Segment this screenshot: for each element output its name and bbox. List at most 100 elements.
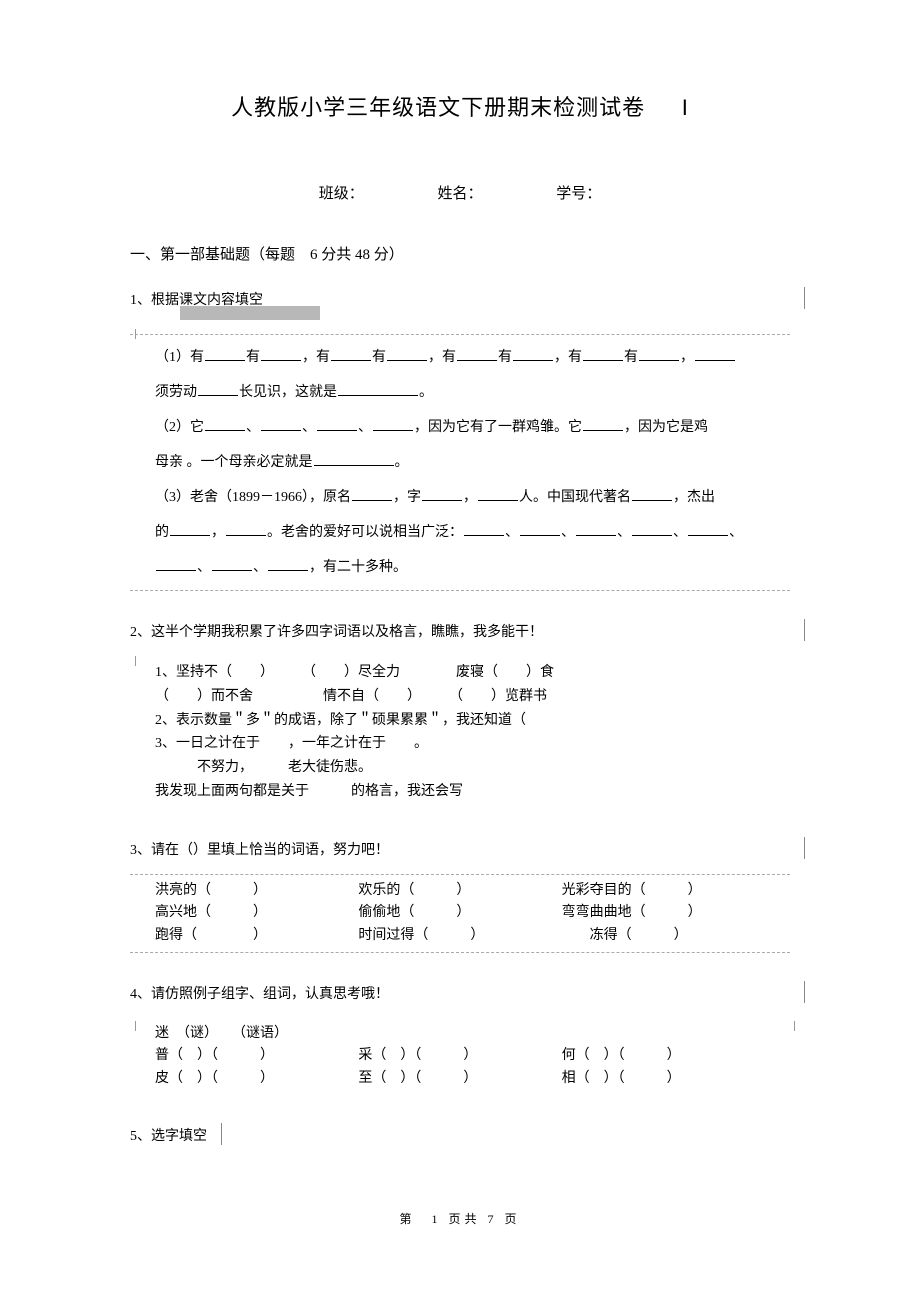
class-label: 班级： bbox=[319, 186, 364, 202]
q1-text: （2）它 bbox=[155, 420, 204, 435]
blank bbox=[688, 522, 728, 536]
q4-content: 迷 （谜） （谜语） 普（ ）（ ） 采（ ）（ ） 何（ ）（ ） 皮（ ）（… bbox=[130, 1018, 790, 1095]
document-title: 人教版小学三年级语文下册期末检测试卷 I bbox=[130, 90, 790, 122]
q2-line: 3、一日之计在于 ，一年之计在于 。 bbox=[155, 732, 765, 756]
q1-content: （1）有有，有有，有有，有有， 须劳动长见识，这就是。 （2）它、、、，因为它有… bbox=[130, 334, 790, 591]
q1-text: ， bbox=[463, 490, 477, 505]
blank bbox=[317, 417, 357, 431]
q2-line: 1、坚持不（ ） （ ）尽全力 废寝（ ）食 bbox=[155, 661, 765, 685]
blank bbox=[632, 487, 672, 501]
blank bbox=[352, 487, 392, 501]
title-suffix: I bbox=[682, 95, 689, 120]
blank bbox=[583, 417, 623, 431]
q3-content: 洪亮的（ ） 欢乐的（ ） 光彩夺目的（ ） 高兴地（ ） 偷偷地（ ） 弯弯曲… bbox=[130, 874, 790, 953]
q4-item: 相（ ）（ ） bbox=[562, 1068, 765, 1090]
q1-text: 。老舍的爱好可以说相当广泛： bbox=[267, 525, 463, 540]
q1-text: ，有 bbox=[554, 350, 582, 365]
q4-example: 迷 （谜） （谜语） bbox=[155, 1023, 765, 1045]
q1-text: 、 bbox=[505, 525, 519, 540]
q1-text: 、 bbox=[197, 560, 211, 575]
q3-item: 偷偷地（ ） bbox=[358, 902, 561, 924]
q3-item: 冻得（ ） bbox=[562, 925, 765, 947]
blank bbox=[632, 522, 672, 536]
blank bbox=[268, 557, 308, 571]
q1-text: ，因为它有了一群鸡雏。它 bbox=[414, 420, 582, 435]
section-1-heading: 一、第一部基础题（每题 6 分共 48 分） bbox=[130, 243, 790, 264]
blank bbox=[331, 347, 371, 361]
name-label: 姓名： bbox=[437, 186, 482, 202]
blank bbox=[373, 417, 413, 431]
q1-heading-text: 1、根据课文内容填空 bbox=[130, 293, 263, 308]
q1-text: 、 bbox=[246, 420, 260, 435]
q3-item: 欢乐的（ ） bbox=[358, 880, 561, 902]
page-footer: 第 1 页共 7 页 bbox=[130, 1210, 790, 1227]
q4-item: 皮（ ）（ ） bbox=[155, 1068, 358, 1090]
question-4-heading: 4、请仿照例子组字、组词，认真思考哦！ bbox=[130, 983, 790, 1003]
q1-text: ，有二十多种。 bbox=[309, 560, 407, 575]
blank bbox=[314, 452, 394, 466]
blank bbox=[576, 522, 616, 536]
q1-text: 有 bbox=[246, 350, 260, 365]
blank bbox=[457, 347, 497, 361]
q1-text: 有 bbox=[498, 350, 512, 365]
q1-text: （1）有 bbox=[155, 350, 204, 365]
q1-text: 、 bbox=[617, 525, 631, 540]
q1-text: 、 bbox=[561, 525, 575, 540]
q2-line: （ ）而不舍 情不自（ ） （ ）览群书 bbox=[155, 685, 765, 709]
q1-text: ，因为它是鸡 bbox=[624, 420, 708, 435]
blank bbox=[156, 557, 196, 571]
blank bbox=[205, 347, 245, 361]
q2-line: 2、表示数量＂多＂的成语，除了＂硕果累累＂，我还知道（ bbox=[155, 709, 765, 733]
q1-text: ， bbox=[211, 525, 225, 540]
q1-text: 人。中国现代著名 bbox=[519, 490, 631, 505]
q1-text: ，字 bbox=[393, 490, 421, 505]
q1-text: 、 bbox=[673, 525, 687, 540]
blank bbox=[261, 347, 301, 361]
q3-item: 弯弯曲曲地（ ） bbox=[562, 902, 765, 924]
blank bbox=[261, 417, 301, 431]
blank bbox=[695, 347, 735, 361]
blank bbox=[639, 347, 679, 361]
q1-text: 须劳动 bbox=[155, 385, 197, 400]
q1-text: 有 bbox=[624, 350, 638, 365]
q1-text: 、 bbox=[302, 420, 316, 435]
blank bbox=[464, 522, 504, 536]
q4-item: 普（ ）（ ） bbox=[155, 1045, 358, 1067]
q1-text: 母亲 。一个母亲必定就是 bbox=[155, 455, 313, 470]
question-3-heading: 3、请在（）里填上恰当的词语，努力吧！ bbox=[130, 839, 790, 859]
question-2-heading: 2、这半个学期我积累了许多四字词语以及格言，瞧瞧，我多能干！ bbox=[130, 621, 790, 641]
blank bbox=[212, 557, 252, 571]
corner-mark bbox=[135, 329, 136, 339]
q4-item: 何（ ）（ ） bbox=[562, 1045, 765, 1067]
q2-content: 1、坚持不（ ） （ ）尽全力 废寝（ ）食 （ ）而不舍 情不自（ ） （ ）… bbox=[130, 656, 790, 809]
blank bbox=[478, 487, 518, 501]
q3-item: 高兴地（ ） bbox=[155, 902, 358, 924]
q3-item: 洪亮的（ ） bbox=[155, 880, 358, 902]
blank bbox=[583, 347, 623, 361]
blank bbox=[338, 382, 418, 396]
corner-mark bbox=[794, 1021, 795, 1031]
blank bbox=[520, 522, 560, 536]
q1-text: ，有 bbox=[302, 350, 330, 365]
question-1-heading: 1、根据课文内容填空 bbox=[130, 289, 790, 309]
blank bbox=[513, 347, 553, 361]
q4-item: 至（ ）（ ） bbox=[358, 1068, 561, 1090]
q1-text: （3）老舍（1899－1966），原名 bbox=[155, 490, 351, 505]
blank bbox=[205, 417, 245, 431]
q1-text: ，杰出 bbox=[673, 490, 715, 505]
q3-item: 时间过得（ ） bbox=[358, 925, 561, 947]
blank bbox=[170, 522, 210, 536]
title-text: 人教版小学三年级语文下册期末检测试卷 bbox=[231, 95, 645, 120]
q4-item: 采（ ）（ ） bbox=[358, 1045, 561, 1067]
q2-line: 不努力， 老大徒伤悲。 bbox=[155, 756, 765, 780]
q1-text: 、 bbox=[729, 525, 743, 540]
q1-text: 有 bbox=[372, 350, 386, 365]
q2-line: 我发现上面两句都是关于 的格言，我还会写 bbox=[155, 780, 765, 804]
blank bbox=[387, 347, 427, 361]
q3-item: 光彩夺目的（ ） bbox=[562, 880, 765, 902]
blank bbox=[198, 382, 238, 396]
q1-text: ， bbox=[680, 350, 694, 365]
q1-text: ，有 bbox=[428, 350, 456, 365]
corner-mark bbox=[135, 656, 136, 666]
blank bbox=[422, 487, 462, 501]
